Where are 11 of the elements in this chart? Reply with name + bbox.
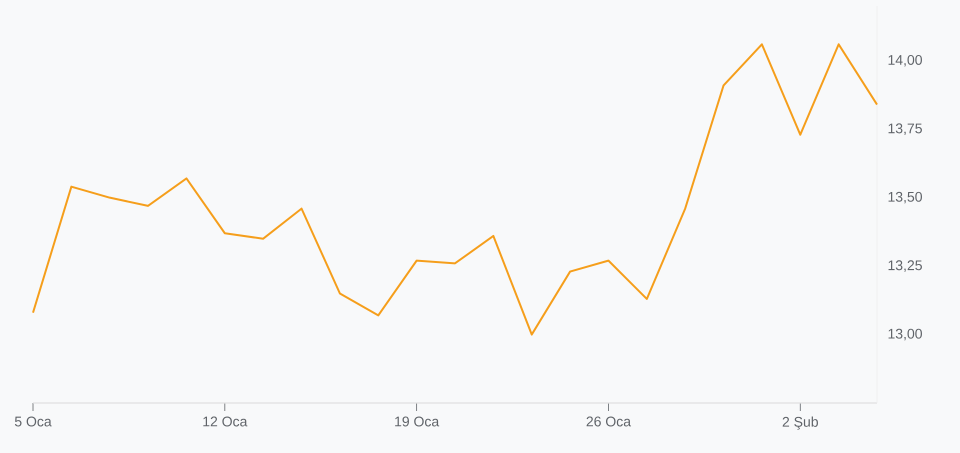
y-tick-label: 13,25 <box>888 260 922 272</box>
x-tick-label: 26 Oca <box>586 416 632 426</box>
x-tick-label: 5 Oca <box>14 416 52 426</box>
x-tick-label: 12 Oca <box>203 416 248 426</box>
y-tick-label: 14,00 <box>888 54 922 67</box>
line-series <box>32 43 878 336</box>
y-tick-label: 13,75 <box>888 123 922 135</box>
x-tick-label: 2 Şub <box>782 416 818 430</box>
y-tick-label: 13,00 <box>888 328 922 340</box>
x-tick-label: 19 Oca <box>395 416 440 426</box>
y-tick-label: 13,50 <box>888 192 922 204</box>
